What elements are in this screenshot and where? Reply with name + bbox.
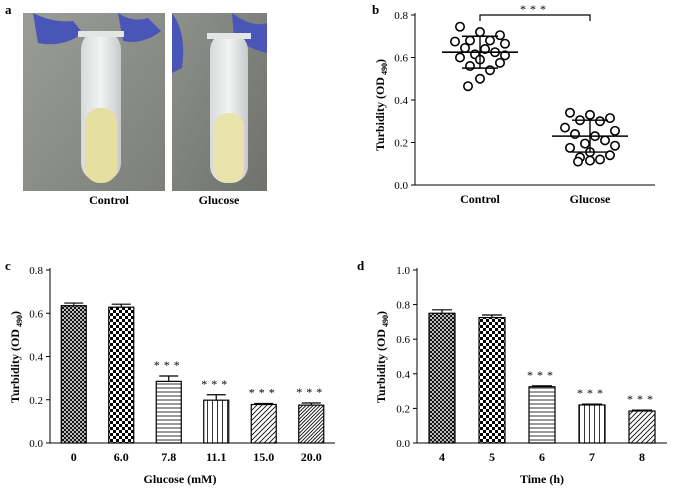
chart-b-ytick-label: 0.6 [394, 53, 408, 65]
chart-d-ytick-label: 0.8 [396, 300, 410, 312]
chart-c: Turbidity (OD490) Glucose (mM) 0.0 0.2 0.4… [8, 265, 335, 486]
chart-d-significance-label: *** [527, 368, 557, 382]
chart-c-xtick-label: 0 [71, 450, 77, 464]
chart-c-xtick-label: 11.1 [206, 450, 226, 464]
chart-b-significance-bracket [479, 14, 591, 21]
chart-b-point [500, 50, 511, 61]
chart-b-point [485, 65, 496, 76]
chart-d-xtick-label: 8 [639, 450, 645, 464]
chart-d: Turbidity (OD490) Time (h) 0.0 0.2 0.4 0.6 0… [374, 265, 667, 486]
chart-b-point [600, 135, 611, 146]
chart-d-ylabel: Turbidity (OD490) [374, 311, 390, 403]
chart-d-ytick-label: 1.0 [396, 265, 410, 277]
chart-b-point [455, 52, 466, 63]
chart-d-bar [628, 410, 656, 444]
photo-label-glucose: Glucose [198, 193, 240, 207]
chart-c-xlabel: Glucose (mM) [144, 472, 217, 486]
chart-b-point [595, 116, 606, 127]
chart-d-bar [528, 386, 556, 444]
chart-b-point [570, 129, 581, 140]
chart-c-significance-label: *** [296, 385, 326, 399]
panel-letter-b: b [372, 2, 380, 17]
chart-c-bar [108, 306, 135, 444]
chart-d-xtick-label: 5 [489, 450, 495, 464]
chart-d-ytick-label: 0.6 [396, 334, 410, 346]
chart-b-point [565, 142, 576, 153]
chart-c-xtick-label: 7.8 [161, 450, 176, 464]
chart-b-ytick-label: 0.2 [394, 138, 408, 150]
chart-b-xtick-label: Glucose [570, 192, 611, 206]
chart-b-point [495, 57, 506, 68]
chart-d-bar [478, 316, 506, 444]
chart-b-ylabel-group: Turbidity (OD490) [373, 59, 389, 151]
chart-b-point [475, 26, 486, 37]
chart-b-point [485, 35, 496, 46]
chart-c-significance-label: *** [154, 358, 184, 372]
chart-b-point [610, 125, 621, 136]
chart-b-ytick-label: 0.0 [394, 180, 408, 192]
chart-d-xtick-label: 7 [589, 450, 595, 464]
chart-b: Turbidity (OD490) 0.0 0.2 0.4 0.6 0.8 Control… [373, 5, 655, 206]
chart-c-bar [203, 399, 230, 444]
chart-b-point [595, 154, 606, 165]
chart-b-point [450, 36, 461, 47]
chart-b-point [605, 113, 616, 124]
chart-c-ylabel-group: Turbidity (OD490) [8, 311, 24, 403]
chart-c-bar [298, 404, 325, 444]
chart-d-ylabel-group: Turbidity (OD490) [374, 311, 390, 403]
chart-c-ylabel: Turbidity (OD490) [8, 311, 24, 403]
chart-b-point [560, 122, 571, 133]
chart-b-point [610, 140, 621, 151]
chart-c-xtick-label: 20.0 [301, 450, 322, 464]
chart-c-ytick-label: 0.4 [29, 352, 43, 364]
chart-b-point [495, 30, 506, 41]
chart-c-bar [155, 380, 182, 444]
chart-c-bar [250, 403, 277, 444]
chart-d-bar [578, 404, 606, 444]
panel-letter-c: c [5, 258, 11, 273]
chart-d-ytick-label: 0.0 [396, 438, 410, 450]
chart-c-significance-label: *** [249, 385, 279, 399]
chart-d-ytick-label: 0.4 [396, 369, 410, 381]
chart-c-ytick-label: 0.2 [29, 395, 43, 407]
photo-control [23, 13, 165, 191]
chart-b-point [475, 73, 486, 84]
chart-d-bar [428, 312, 456, 444]
chart-b-point [580, 138, 591, 149]
chart-b-point [465, 60, 476, 71]
chart-d-ytick-label: 0.2 [396, 403, 410, 415]
chart-c-xtick-label: 6.0 [114, 450, 129, 464]
chart-b-xtick-label: Control [460, 192, 500, 206]
chart-b-point [463, 81, 474, 92]
chart-b-point [573, 156, 584, 167]
chart-c-ytick-label: 0.8 [29, 265, 43, 277]
chart-b-point [565, 107, 576, 118]
chart-b-ytick-label: 0.4 [394, 95, 408, 107]
chart-b-point [455, 21, 466, 32]
chart-c-xtick-label: 15.0 [253, 450, 274, 464]
photo-glucose [172, 13, 267, 191]
chart-b-point [605, 150, 616, 161]
panel-letter-a: a [5, 2, 12, 17]
chart-b-ytick-label: 0.8 [394, 10, 408, 22]
chart-c-significance-label: *** [201, 377, 231, 391]
chart-b-point [500, 38, 511, 49]
panel-letter-d: d [357, 258, 365, 273]
chart-c-bar [60, 305, 87, 444]
chart-d-xtick-label: 4 [439, 450, 445, 464]
photo-label-control: Control [89, 193, 129, 207]
chart-b-point [480, 43, 491, 54]
chart-b-significance-label: *** [520, 5, 550, 16]
chart-d-xlabel: Time (h) [520, 472, 564, 486]
chart-d-xtick-label: 6 [539, 450, 545, 464]
chart-c-ytick-label: 0.6 [29, 308, 43, 320]
chart-b-ylabel: Turbidity (OD490) [373, 59, 389, 151]
chart-b-point [585, 155, 596, 166]
chart-b-point [460, 42, 471, 53]
chart-c-ytick-label: 0.0 [29, 438, 43, 450]
chart-d-significance-label: *** [627, 392, 657, 406]
chart-b-point [585, 109, 596, 120]
chart-d-significance-label: *** [577, 386, 607, 400]
